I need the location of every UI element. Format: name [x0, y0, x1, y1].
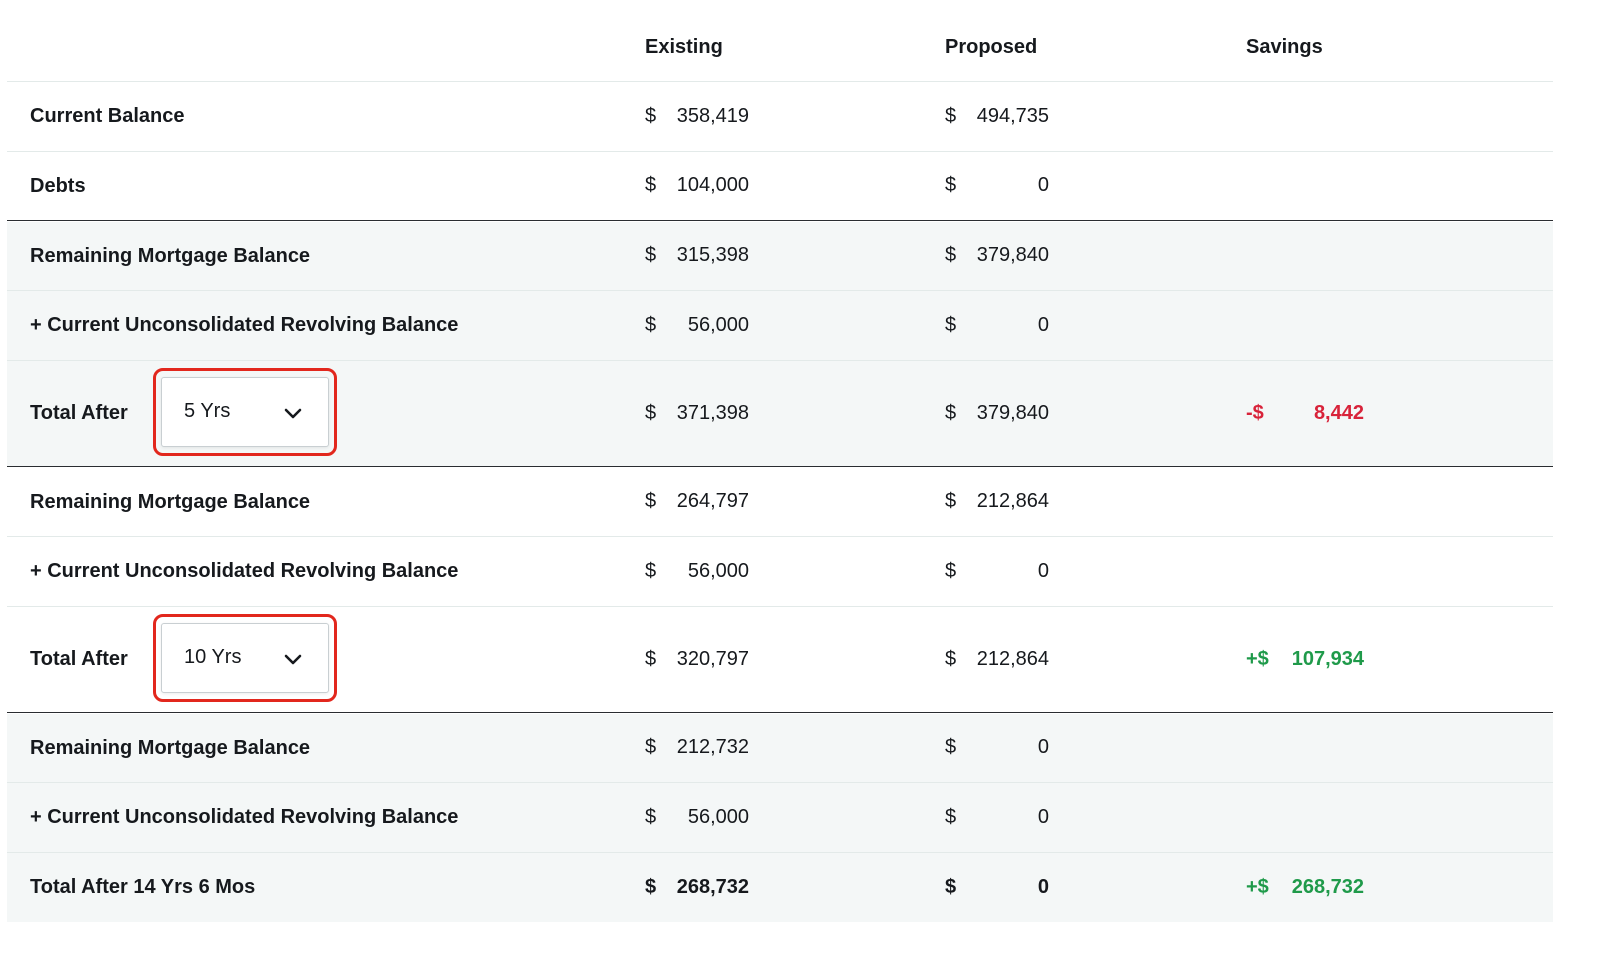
existing-value: $268,732 — [645, 875, 749, 898]
table-row-total: Total After 5 Yrs $371,398 $379,840 -$ 8,… — [7, 361, 1553, 467]
years-dropdown[interactable]: 10 Yrs — [161, 623, 329, 693]
savings-value: +$ 268,732 — [1246, 875, 1364, 898]
proposed-value: $0 — [945, 559, 1049, 582]
proposed-value: $379,840 — [945, 244, 1049, 266]
proposed-value: $0 — [945, 736, 1049, 758]
proposed-value: $0 — [945, 313, 1049, 336]
proposed-value: $0 — [945, 174, 1049, 196]
chevron-down-icon — [284, 654, 302, 665]
row-label: Total After — [30, 648, 128, 670]
row-label: Total After 14 Yrs 6 Mos — [30, 876, 256, 898]
row-label: + Current Unconsolidated Revolving Balan… — [30, 314, 459, 336]
table-row: Remaining Mortgage Balance $212,732 $0 — [7, 714, 1553, 783]
table-row: Current Balance $358,419 $494,735 — [7, 82, 1553, 152]
row-label: Total After — [30, 402, 128, 424]
existing-value: $56,000 — [645, 805, 749, 828]
row-label: Debts — [30, 174, 86, 197]
table-row: Debts $104,000 $0 — [7, 152, 1553, 221]
proposed-value: $494,735 — [945, 104, 1049, 127]
proposed-value: $0 — [945, 875, 1049, 898]
years-dropdown[interactable]: 5 Yrs — [161, 377, 329, 447]
column-header-savings: Savings — [1246, 35, 1323, 58]
table-header: Existing Proposed Savings — [7, 13, 1553, 82]
column-header-existing: Existing — [645, 35, 723, 58]
savings-value: +$ 107,934 — [1246, 647, 1364, 670]
table-row: Remaining Mortgage Balance $264,797 $212… — [7, 468, 1553, 537]
row-label: + Current Unconsolidated Revolving Balan… — [30, 806, 459, 828]
proposed-value: $212,864 — [945, 647, 1049, 670]
proposed-value: $212,864 — [945, 490, 1049, 512]
existing-value: $315,398 — [645, 244, 749, 266]
savings-value: -$ 8,442 — [1246, 401, 1364, 424]
proposed-value: $0 — [945, 805, 1049, 828]
table-row-total: Total After 14 Yrs 6 Mos $268,732 $0 +$ 2… — [7, 853, 1553, 922]
table-row: Remaining Mortgage Balance $315,398 $379… — [7, 222, 1553, 291]
table-row: + Current Unconsolidated Revolving Balan… — [7, 537, 1553, 607]
table-row: + Current Unconsolidated Revolving Balan… — [7, 783, 1553, 853]
dropdown-value: 10 Yrs — [184, 646, 242, 668]
row-label: Remaining Mortgage Balance — [30, 736, 311, 759]
row-label: Remaining Mortgage Balance — [30, 244, 311, 267]
chevron-down-icon — [284, 408, 302, 419]
existing-value: $212,732 — [645, 736, 749, 758]
existing-value: $264,797 — [645, 490, 749, 512]
existing-value: $104,000 — [645, 174, 749, 196]
dropdown-highlight: 5 Yrs — [153, 368, 337, 456]
dropdown-value: 5 Yrs — [184, 400, 231, 422]
existing-value: $320,797 — [645, 647, 749, 670]
column-header-proposed: Proposed — [945, 35, 1038, 58]
table-row: + Current Unconsolidated Revolving Balan… — [7, 291, 1553, 361]
existing-value: $371,398 — [645, 401, 749, 424]
proposed-value: $379,840 — [945, 401, 1049, 424]
existing-value: $56,000 — [645, 559, 749, 582]
existing-value: $358,419 — [645, 104, 749, 127]
dropdown-highlight: 10 Yrs — [153, 614, 337, 702]
row-label: Current Balance — [30, 105, 185, 127]
table-row-total: Total After 10 Yrs $320,797 $212,864 +$ 1… — [7, 607, 1553, 713]
existing-value: $56,000 — [645, 313, 749, 336]
row-label: Remaining Mortgage Balance — [30, 490, 311, 513]
row-label: + Current Unconsolidated Revolving Balan… — [30, 560, 459, 582]
